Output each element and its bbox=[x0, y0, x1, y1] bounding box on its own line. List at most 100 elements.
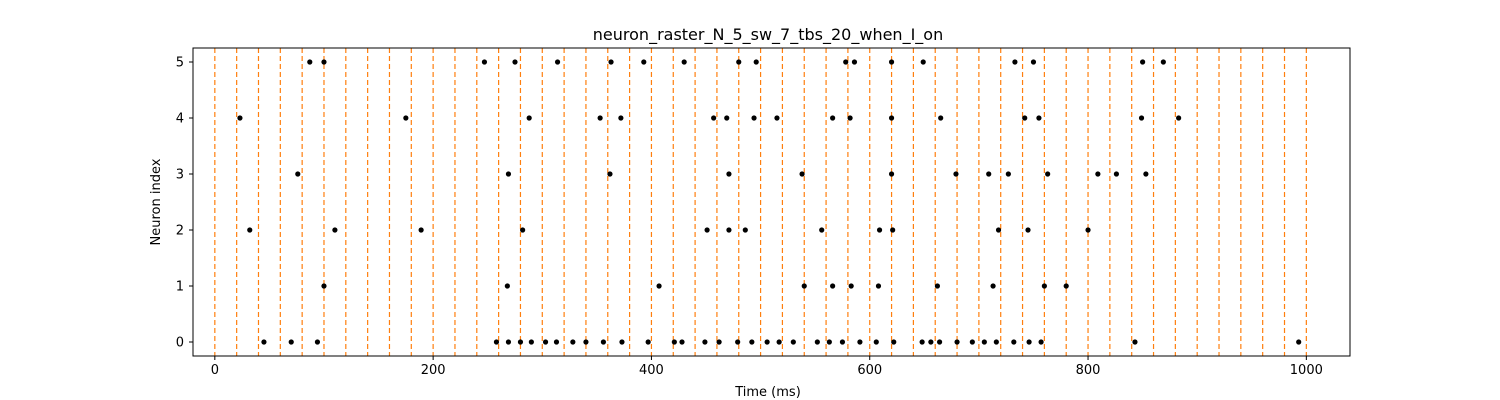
spike-point bbox=[1095, 171, 1101, 177]
x-tick-label: 400 bbox=[639, 363, 664, 378]
spike-point bbox=[1138, 115, 1145, 121]
spike-point bbox=[716, 339, 722, 345]
spike-point bbox=[526, 115, 532, 121]
spike-point bbox=[888, 115, 895, 121]
x-tick-label: 600 bbox=[857, 363, 882, 378]
spike-point bbox=[753, 59, 759, 65]
spike-point bbox=[848, 283, 854, 289]
spike-point bbox=[857, 339, 863, 345]
spike-point bbox=[1025, 227, 1031, 233]
spike-point bbox=[981, 339, 987, 345]
spike-point bbox=[702, 339, 708, 345]
spike-point bbox=[749, 339, 755, 345]
y-tick-label: 4 bbox=[176, 112, 184, 127]
y-tick-label: 2 bbox=[176, 224, 184, 239]
spike-point bbox=[542, 339, 549, 345]
chart-title: neuron_raster_N_5_sw_7_tbs_20_when_I_on bbox=[593, 25, 943, 45]
spike-point bbox=[993, 339, 999, 345]
spike-point bbox=[986, 171, 992, 177]
spike-point bbox=[711, 115, 717, 121]
spike-point bbox=[321, 59, 327, 65]
spike-point bbox=[826, 339, 832, 345]
spike-point bbox=[936, 339, 943, 345]
spike-point bbox=[736, 59, 742, 65]
y-axis-ticks: 0 1 2 3 4 5 bbox=[176, 56, 193, 351]
spike-point bbox=[520, 227, 526, 233]
x-axis-ticks: 0 200 400 600 800 1000 bbox=[211, 356, 1323, 378]
spike-point bbox=[553, 339, 560, 345]
spike-point bbox=[608, 59, 614, 65]
spike-point bbox=[607, 171, 613, 177]
spike-point bbox=[735, 339, 741, 345]
spike-point bbox=[890, 227, 896, 233]
spike-point bbox=[1026, 339, 1032, 345]
vline-group bbox=[214, 48, 1307, 356]
spike-point bbox=[418, 227, 424, 233]
spike-point bbox=[403, 115, 409, 121]
spike-point bbox=[570, 339, 576, 345]
spike-point bbox=[830, 283, 836, 289]
spike-point bbox=[839, 339, 846, 345]
spike-point bbox=[847, 115, 853, 121]
spike-point bbox=[934, 283, 941, 289]
spike-point bbox=[1005, 171, 1011, 177]
spike-point bbox=[505, 171, 512, 177]
spike-point bbox=[1085, 227, 1091, 233]
spike-point bbox=[819, 227, 825, 233]
spike-point bbox=[641, 59, 647, 65]
spike-point bbox=[1036, 115, 1042, 121]
spike-point bbox=[1022, 115, 1028, 121]
spike-point bbox=[1176, 115, 1182, 121]
spike-point bbox=[1012, 59, 1018, 65]
spike-point bbox=[1143, 171, 1149, 177]
spike-point bbox=[481, 59, 488, 65]
spike-point bbox=[321, 283, 327, 289]
spike-point bbox=[528, 339, 534, 345]
spike-point bbox=[891, 339, 897, 345]
spike-point bbox=[726, 171, 732, 177]
y-axis-label: Neuron index bbox=[149, 158, 164, 245]
x-axis-label: Time (ms) bbox=[734, 385, 801, 400]
spike-point bbox=[776, 339, 782, 345]
spike-point bbox=[619, 339, 625, 345]
spike-point bbox=[790, 339, 796, 345]
spike-point bbox=[1063, 283, 1069, 289]
spike-point bbox=[875, 283, 882, 289]
spike-point bbox=[969, 339, 975, 345]
spike-point bbox=[704, 227, 710, 233]
spike-point bbox=[671, 339, 677, 345]
spike-point bbox=[314, 339, 321, 345]
spike-point bbox=[726, 227, 732, 233]
spike-point bbox=[1038, 339, 1044, 345]
spike-point bbox=[938, 115, 944, 121]
spike-point bbox=[814, 339, 820, 345]
spike-point bbox=[1140, 59, 1146, 65]
spike-point bbox=[751, 115, 757, 121]
spike-point bbox=[583, 339, 589, 345]
spike-point bbox=[237, 115, 243, 121]
spike-point bbox=[928, 339, 934, 345]
spike-point bbox=[801, 283, 807, 289]
spike-point bbox=[873, 339, 879, 345]
spike-point bbox=[517, 339, 524, 345]
spike-point bbox=[1030, 59, 1037, 65]
spike-point bbox=[876, 227, 883, 233]
spike-point bbox=[920, 59, 926, 65]
spike-point bbox=[600, 339, 607, 345]
spike-point bbox=[1160, 59, 1166, 65]
spike-point bbox=[288, 339, 294, 345]
spike-point bbox=[493, 339, 500, 345]
spike-point bbox=[656, 283, 662, 289]
spike-point bbox=[597, 115, 603, 121]
spike-point bbox=[888, 59, 895, 65]
spike-point bbox=[888, 171, 895, 177]
spike-point bbox=[1296, 339, 1302, 345]
spike-point bbox=[681, 59, 687, 65]
spike-point bbox=[618, 115, 624, 121]
spike-point bbox=[645, 339, 651, 345]
spike-point bbox=[1041, 283, 1047, 289]
y-tick-label: 5 bbox=[176, 56, 184, 71]
spike-point bbox=[774, 115, 780, 121]
